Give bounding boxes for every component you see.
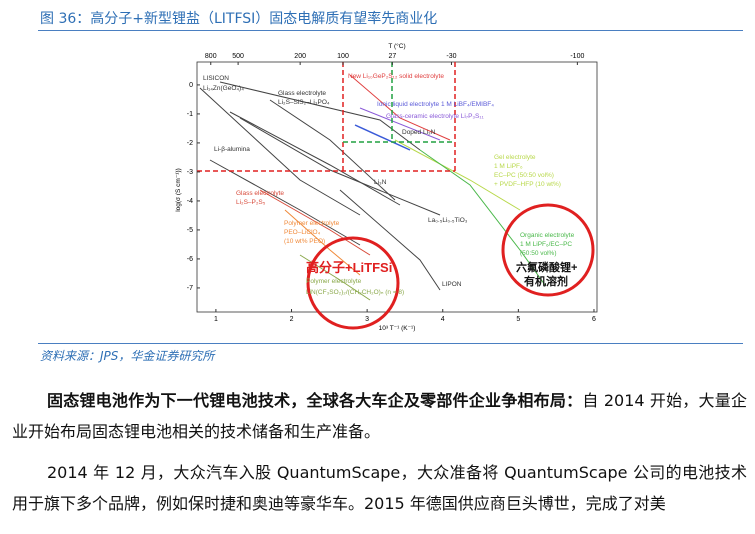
y-tick-label: -6 bbox=[187, 256, 193, 263]
annotation: LIPON bbox=[442, 281, 462, 288]
annotation: (50:50 vol%) bbox=[520, 250, 557, 257]
y-tick-label: -2 bbox=[187, 140, 193, 147]
annotation: Glass-ceramic electrolyte Li₇P₃S₁₁ bbox=[386, 113, 485, 120]
annotation: Li-β-alumina bbox=[214, 146, 250, 153]
annotation: Gel electrolyte bbox=[494, 154, 536, 161]
guides bbox=[197, 62, 456, 172]
x-tick-label: 3 bbox=[365, 316, 369, 323]
chart-layer: 1 2 3 4 5 6 800 500 200 100 27 -30 -100 0 -1 -2 -3 -4 -5 -6… bbox=[175, 42, 596, 332]
callout: 六氟磷酸锂+ bbox=[516, 260, 577, 274]
x2-tick-label: 27 bbox=[388, 53, 396, 60]
annotation: EC–PC (50:50 vol%) bbox=[494, 172, 554, 179]
lead: 固态锂电池作为下一代锂电池技术，全球各大车企及零部件企业争相布局： bbox=[47, 391, 583, 410]
x-tick-label: 6 bbox=[592, 316, 596, 323]
callout: 有机溶剂 bbox=[524, 274, 568, 288]
x-tick-label: 2 bbox=[290, 316, 294, 323]
annotation: Ionic liquid electrolyte 1 M LiBF₄/EMIBF… bbox=[377, 101, 494, 108]
rule bbox=[38, 30, 743, 31]
curves bbox=[199, 74, 546, 301]
annotation: Organic electrolyte bbox=[520, 232, 575, 239]
x-axis-label: 10³ T⁻¹ (K⁻¹) bbox=[379, 325, 416, 332]
rule bbox=[38, 343, 743, 344]
annotation: New Li₁₀GeP₂S₁₂ solid electrolyte bbox=[348, 73, 444, 80]
text: 2014 年 12 月，大众汽车入股 QuantumScape，大众准备将 Qu… bbox=[12, 463, 747, 513]
annotation: + PVDF–HFP (10 wt%) bbox=[494, 181, 561, 188]
annotation: PEO–LiClO₄ bbox=[284, 229, 321, 236]
annotation: La₀.₅Li₀.₅TiO₃ bbox=[428, 217, 468, 224]
y-tick-label: -4 bbox=[187, 198, 193, 205]
x2-tick-label: 500 bbox=[232, 53, 244, 60]
annotation: 1 M LiPF₆ bbox=[494, 163, 523, 170]
annotation: LiN(CF₃SO₂)₂/(CH₂CH₂O)ₙ (n = 8) bbox=[306, 289, 404, 296]
x-tick-label: 4 bbox=[441, 316, 445, 323]
y-tick-label: -7 bbox=[187, 285, 193, 292]
annotation: (10 wt% PEO) bbox=[284, 238, 325, 245]
annotation: Doped Li₃N bbox=[402, 129, 436, 136]
annotation: Glass electrolyte bbox=[278, 90, 326, 97]
annotation: Li₃N bbox=[374, 179, 387, 186]
annotation: Glass electrolyte bbox=[236, 190, 284, 197]
y-tick-label: -3 bbox=[187, 169, 193, 176]
x-tick-label: 5 bbox=[516, 316, 520, 323]
y-tick-label: -5 bbox=[187, 227, 193, 234]
y-tick-label: 0 bbox=[189, 82, 193, 89]
annotation: Li₂S–SiS₂–Li₃PO₄ bbox=[278, 99, 330, 106]
annotation: Polymer electrolyte bbox=[284, 220, 340, 227]
callout: 高分子+LiTFSi bbox=[306, 260, 392, 275]
source: 资料来源：JPS，华金证券研究所 bbox=[40, 349, 215, 363]
x2-tick-label: -100 bbox=[570, 53, 584, 60]
paragraph: 2014 年 12 月，大众汽车入股 QuantumScape，大众准备将 Qu… bbox=[12, 457, 747, 519]
text: 自 2014 开始，大量企业开始布局固态锂电池相关的技术储备和生产准备。 bbox=[12, 391, 747, 441]
y-tick-label: -1 bbox=[187, 111, 193, 118]
x2-tick-label: 800 bbox=[205, 53, 217, 60]
x2-axis-label: T (°C) bbox=[388, 42, 405, 50]
figure-title: 图 36：高分子+新型锂盐（LITFSI）固态电解质有望率先商业化 bbox=[40, 11, 438, 27]
annotation: Li₁₄Zn(GeO₄)₄ bbox=[203, 85, 244, 92]
chart: 1 2 3 4 5 6 800 500 200 100 27 -30 -100 0 -1 -2 -3 -4 -5 -6… bbox=[175, 42, 598, 332]
x2-tick-label: 100 bbox=[337, 53, 349, 60]
x2-tick-label: -30 bbox=[446, 53, 456, 60]
paragraph: 固态锂电池作为下一代锂电池技术，全球各大车企及零部件企业争相布局：自 2014 … bbox=[12, 385, 747, 447]
x-tick-label: 1 bbox=[214, 316, 218, 323]
annotation: Polymer electrolyte bbox=[306, 278, 362, 285]
callout-circle bbox=[501, 203, 595, 297]
annotation: LISICON bbox=[203, 75, 229, 82]
annotation: 1 M LiPF₆/EC–PC bbox=[520, 241, 572, 248]
plot-frame bbox=[196, 61, 598, 313]
x2-tick-label: 200 bbox=[294, 53, 306, 60]
callout-circle bbox=[306, 236, 400, 330]
y-axis-label: log(σ (S cm⁻¹)) bbox=[175, 168, 182, 212]
annotation: Li₂S–P₂S₅ bbox=[236, 199, 266, 206]
